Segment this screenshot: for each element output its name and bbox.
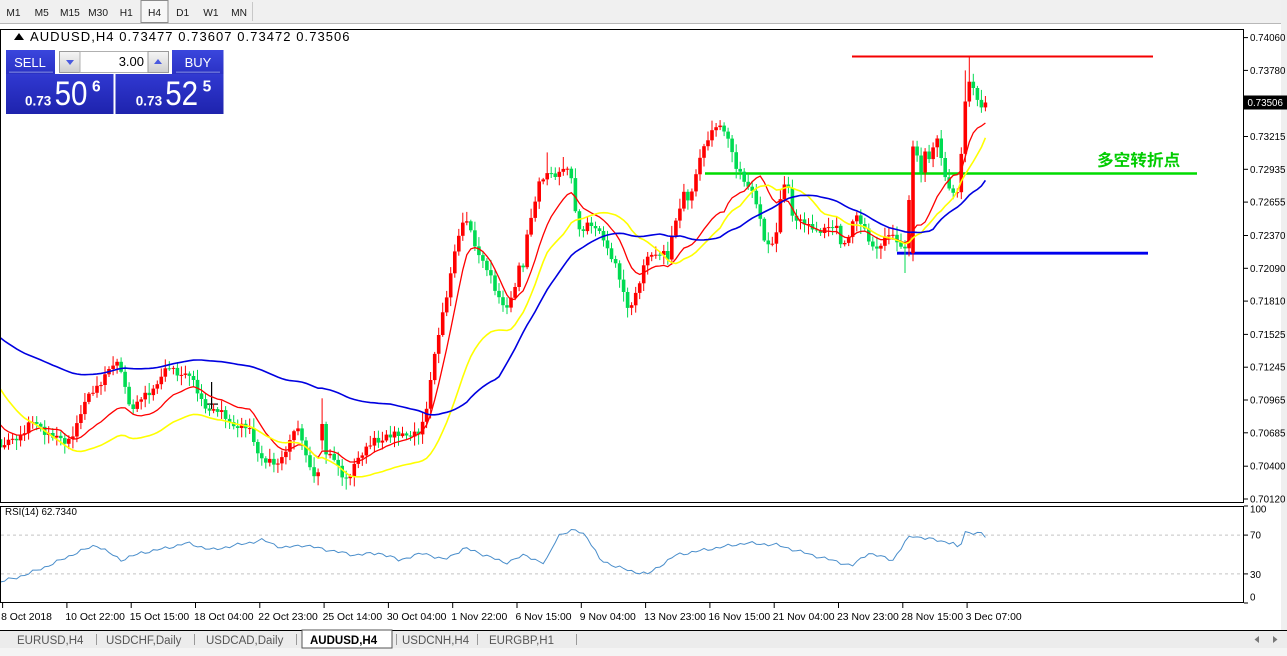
svg-text:0.73: 0.73: [136, 94, 163, 109]
svg-text:6: 6: [92, 79, 101, 96]
svg-text:0.70120: 0.70120: [1250, 495, 1286, 506]
svg-text:16 Nov 15:00: 16 Nov 15:00: [708, 612, 770, 623]
svg-text:3.00: 3.00: [119, 54, 144, 69]
svg-text:0.72370: 0.72370: [1250, 231, 1286, 242]
svg-text:EURGBP,H1: EURGBP,H1: [489, 635, 554, 647]
svg-text:0.70685: 0.70685: [1250, 428, 1286, 439]
svg-text:70: 70: [1250, 531, 1261, 542]
svg-text:9 Nov 04:00: 9 Nov 04:00: [580, 612, 636, 623]
svg-text:0: 0: [1250, 593, 1256, 604]
svg-text:SELL: SELL: [14, 55, 46, 70]
svg-text:0.70965: 0.70965: [1250, 396, 1286, 407]
svg-text:10 Oct 22:00: 10 Oct 22:00: [65, 612, 125, 623]
svg-text:3 Dec 07:00: 3 Dec 07:00: [966, 612, 1022, 623]
svg-text:AUDUSD,H4 0.73477 0.73607 0.7: AUDUSD,H4 0.73477 0.73607 0.73472 0.7350…: [30, 29, 351, 44]
svg-text:0.73215: 0.73215: [1250, 132, 1286, 143]
svg-text:M5: M5: [35, 8, 49, 19]
svg-text:H1: H1: [120, 8, 133, 19]
svg-text:0.71245: 0.71245: [1250, 363, 1286, 374]
svg-text:5: 5: [203, 79, 212, 96]
svg-text:BUY: BUY: [185, 55, 212, 70]
svg-text:18 Oct 04:00: 18 Oct 04:00: [194, 612, 254, 623]
svg-text:AUDUSD,H4: AUDUSD,H4: [310, 635, 378, 647]
svg-text:22 Oct 23:00: 22 Oct 23:00: [258, 612, 318, 623]
svg-text:6 Nov 15:00: 6 Nov 15:00: [516, 612, 572, 623]
svg-text:23 Nov 23:00: 23 Nov 23:00: [837, 612, 899, 623]
svg-text:50: 50: [55, 74, 88, 112]
svg-text:USDCAD,Daily: USDCAD,Daily: [206, 635, 284, 647]
svg-text:M30: M30: [88, 8, 108, 19]
svg-text:0.74060: 0.74060: [1250, 33, 1286, 44]
svg-text:0.73: 0.73: [25, 94, 52, 109]
svg-text:EURUSD,H4: EURUSD,H4: [17, 635, 84, 647]
svg-text:0.71525: 0.71525: [1250, 330, 1286, 341]
svg-text:1 Nov 22:00: 1 Nov 22:00: [451, 612, 507, 623]
svg-text:USDCHF,Daily: USDCHF,Daily: [106, 635, 182, 647]
svg-text:8 Oct 2018: 8 Oct 2018: [1, 612, 52, 623]
svg-text:USDCNH,H4: USDCNH,H4: [402, 635, 470, 647]
svg-text:30 Oct 04:00: 30 Oct 04:00: [387, 612, 447, 623]
svg-text:28 Nov 15:00: 28 Nov 15:00: [901, 612, 963, 623]
svg-text:15 Oct 15:00: 15 Oct 15:00: [130, 612, 190, 623]
svg-text:100: 100: [1250, 505, 1267, 516]
svg-text:0.72655: 0.72655: [1250, 198, 1286, 209]
svg-text:M15: M15: [60, 8, 80, 19]
svg-text:W1: W1: [203, 8, 219, 19]
svg-text:RSI(14) 62.7340: RSI(14) 62.7340: [5, 507, 77, 518]
svg-text:0.70400: 0.70400: [1250, 462, 1286, 473]
svg-text:MN: MN: [231, 8, 247, 19]
svg-text:52: 52: [165, 74, 198, 112]
svg-text:0.72090: 0.72090: [1250, 264, 1286, 275]
svg-text:0.72935: 0.72935: [1250, 165, 1286, 176]
svg-text:M1: M1: [6, 8, 20, 19]
svg-text:13 Nov 23:00: 13 Nov 23:00: [644, 612, 706, 623]
svg-text:H4: H4: [148, 8, 161, 19]
svg-text:D1: D1: [176, 8, 189, 19]
svg-text:25 Oct 14:00: 25 Oct 14:00: [323, 612, 383, 623]
svg-text:21 Nov 04:00: 21 Nov 04:00: [773, 612, 835, 623]
svg-text:0.73780: 0.73780: [1250, 66, 1286, 77]
svg-text:0.73506: 0.73506: [1248, 98, 1284, 109]
svg-text:30: 30: [1250, 570, 1261, 581]
svg-text:0.71810: 0.71810: [1250, 297, 1286, 308]
